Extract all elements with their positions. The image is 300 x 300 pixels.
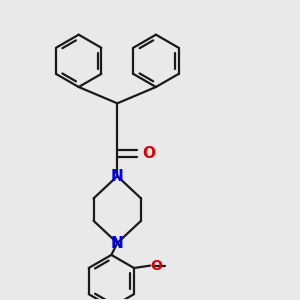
Text: N: N xyxy=(111,169,124,184)
Text: O: O xyxy=(150,259,162,273)
Text: N: N xyxy=(111,236,124,250)
Text: O: O xyxy=(142,146,156,161)
